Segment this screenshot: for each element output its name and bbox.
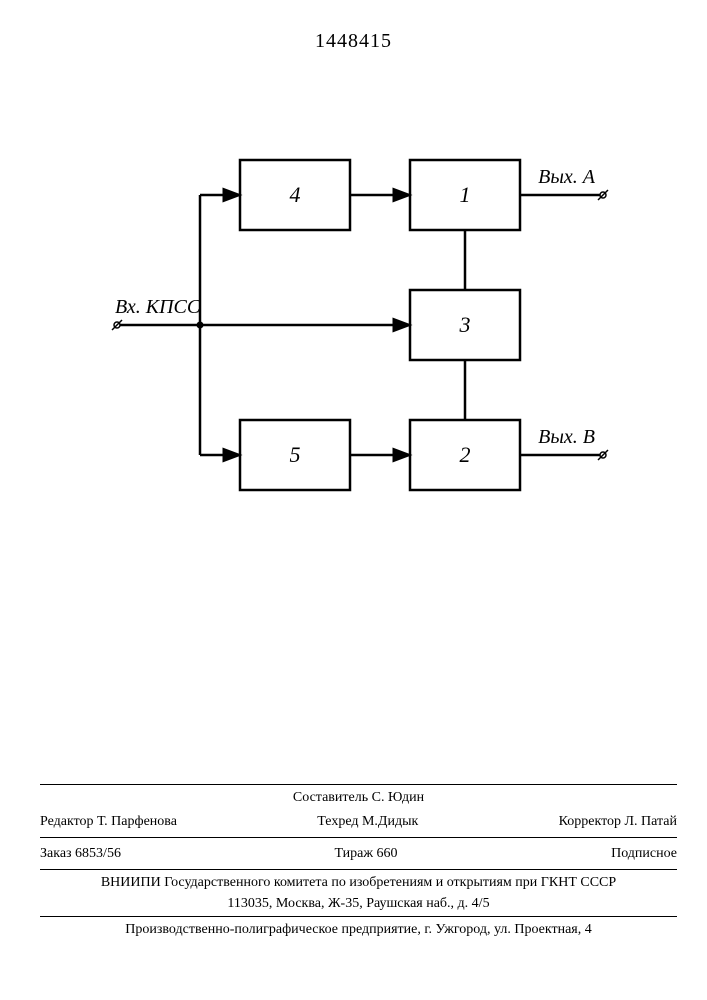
svg-text:Вых. А: Вых. А xyxy=(538,166,596,188)
footer-block: Составитель С. Юдин Редактор Т. Парфенов… xyxy=(40,782,677,940)
editor: Редактор Т. Парфенова xyxy=(40,811,177,832)
order-row: Заказ 6853/56 Тираж 660 Подписное xyxy=(40,840,677,867)
addr1: 113035, Москва, Ж-35, Раушская наб., д. … xyxy=(40,893,677,914)
svg-text:4: 4 xyxy=(290,182,301,207)
block-diagram: 1 4 3 2 5 Вх. КПСС Вых. А Вых. В xyxy=(100,130,620,550)
techred: Техред М.Дидык xyxy=(317,811,418,832)
credits-row: Редактор Т. Парфенова Техред М.Дидык Кор… xyxy=(40,808,677,835)
page-number: 1448415 xyxy=(0,30,707,53)
svg-text:5: 5 xyxy=(290,442,301,467)
subscription: Подписное xyxy=(611,843,677,864)
svg-text:1: 1 xyxy=(460,182,471,207)
tirage: Тираж 660 xyxy=(334,843,397,864)
svg-text:Вх. КПСС: Вх. КПСС xyxy=(115,296,201,318)
corrector: Корректор Л. Патай xyxy=(559,811,677,832)
compiler-line: Составитель С. Юдин xyxy=(40,787,677,808)
svg-text:2: 2 xyxy=(460,442,471,467)
svg-text:3: 3 xyxy=(459,312,471,337)
org1: ВНИИПИ Государственного комитета по изоб… xyxy=(40,872,677,893)
order: Заказ 6853/56 xyxy=(40,843,121,864)
page: 1448415 1 4 3 2 5 Вх. КПСС Вых. А Вых. В Состав… xyxy=(0,0,707,1000)
svg-text:Вых. В: Вых. В xyxy=(538,426,595,448)
org2: Производственно-полиграфическое предприя… xyxy=(40,919,677,940)
